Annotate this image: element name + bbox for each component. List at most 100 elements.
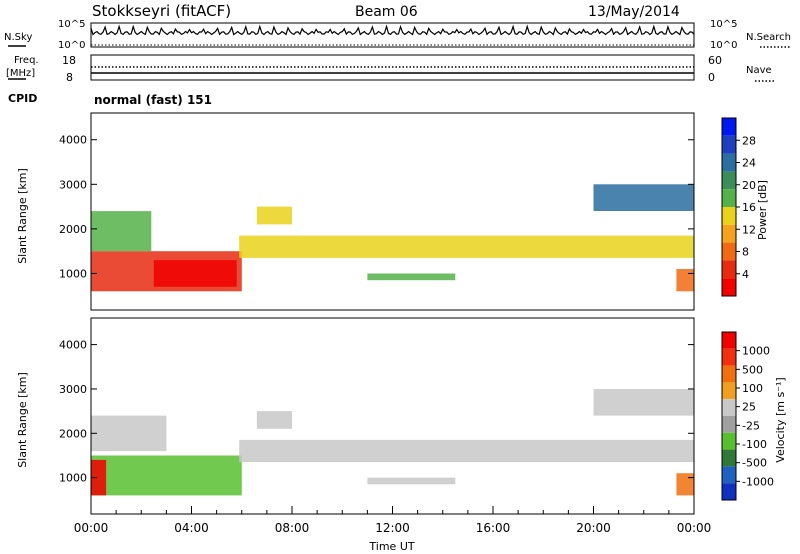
velocity-echo-band — [91, 459, 107, 496]
power-colorbar-tick-label: 16 — [742, 201, 756, 214]
velocity-echo-band — [256, 411, 292, 429]
power-colorbar-cell — [722, 224, 736, 243]
power-heatmap — [91, 184, 694, 292]
velocity-ytick-label: 2000 — [59, 427, 87, 440]
power-y-axis: 4000 3000 2000 1000 — [59, 134, 694, 280]
velocity-colorbar-cell — [722, 483, 736, 500]
beam-title: Beam 06 — [355, 4, 418, 20]
power-colorbar-cell — [722, 171, 736, 190]
time-tick-label: 08:00 — [275, 521, 310, 535]
power-colorbar-cell — [722, 242, 736, 261]
velocity-echo-band — [239, 439, 694, 463]
date-title: 13/May/2014 — [588, 4, 680, 20]
power-colorbar-cell — [722, 260, 736, 279]
velocity-ytick-label: 1000 — [59, 472, 87, 485]
power-colorbar-tick-label: 28 — [742, 134, 756, 147]
power-ytick-label: 2000 — [59, 223, 87, 236]
velocity-heatmap — [91, 389, 694, 496]
nsky-tick-top: 10^5 — [58, 19, 85, 30]
power-echo-band — [593, 184, 694, 211]
power-colorbar-tick-label: 12 — [742, 223, 756, 236]
freq-label: Freq. — [14, 55, 39, 66]
freq-tick-top: 18 — [62, 54, 76, 67]
power-colorbar-label: Power [dB] — [756, 180, 769, 240]
velocity-colorbar-cell — [722, 416, 736, 433]
velocity-colorbar-cell — [722, 348, 736, 366]
time-tick-label: 16:00 — [476, 521, 511, 535]
velocity-echo-band — [91, 455, 242, 496]
time-tick-label: 00:00 — [74, 521, 109, 535]
time-tick-label: 12:00 — [375, 521, 410, 535]
velocity-colorbar-cell — [722, 432, 736, 450]
velocity-colorbar-cell — [722, 382, 736, 400]
velocity-colorbar-tick-label: 1000 — [742, 345, 770, 358]
time-x-axis: 00:00 04:00 08:00 12:00 16:00 20:00 00:00 — [74, 506, 712, 535]
nsky-label: N.Sky — [4, 32, 32, 43]
time-tick-label: 00:00 — [677, 521, 712, 535]
nsky-series-line — [90, 24, 695, 36]
power-colorbar-cell — [722, 278, 736, 296]
velocity-colorbar-label: Velocity [m s⁻¹] — [774, 377, 787, 462]
nave-tick-bottom: 0 — [708, 71, 715, 84]
power-colorbar-tick-label: 20 — [742, 179, 756, 192]
velocity-echo-band — [676, 473, 694, 496]
velocity-colorbar-tick-label: -1000 — [742, 475, 774, 488]
power-colorbar-tick-label: 24 — [742, 157, 756, 170]
nave-tick-top: 60 — [708, 54, 722, 67]
nsearch-label: N.Search — [746, 32, 791, 43]
power-colorbar-cell — [722, 135, 736, 154]
nsky-trace — [90, 24, 695, 46]
velocity-ytick-label: 4000 — [59, 339, 87, 352]
power-ytick-label: 1000 — [59, 267, 87, 280]
freq-unit-label: [MHz] — [6, 68, 35, 79]
power-colorbar-cell — [722, 153, 736, 172]
cpid-value: normal (fast) 151 — [94, 93, 212, 107]
nsearch-tick-bottom: 10^0 — [710, 40, 737, 51]
station-title: Stokkseyri (fitACF) — [92, 2, 231, 20]
velocity-echo-band — [367, 477, 456, 485]
nave-label: Nave — [746, 65, 772, 76]
power-colorbar-tick-label: 4 — [742, 268, 749, 281]
nsearch-tick-top: 10^5 — [710, 19, 737, 30]
power-colorbar-cell — [722, 189, 736, 207]
velocity-ylabel: Slant Range [km] — [16, 372, 29, 468]
velocity-colorbar-tick-label: 100 — [742, 382, 763, 395]
velocity-colorbar-cell — [722, 466, 736, 484]
power-echo-band — [153, 260, 237, 287]
freq-tick-bottom: 8 — [66, 71, 73, 84]
power-colorbar-cell — [722, 207, 736, 225]
power-echo-band — [239, 235, 694, 258]
nsky-panel-frame — [90, 22, 695, 48]
power-echo-band — [676, 269, 694, 292]
power-echo-band — [91, 211, 152, 252]
velocity-echo-band — [91, 415, 167, 452]
power-ylabel: Slant Range [km] — [16, 168, 29, 264]
velocity-colorbar-cell — [722, 449, 736, 467]
velocity-ytick-label: 3000 — [59, 383, 87, 396]
velocity-colorbar-tick-label: -100 — [742, 438, 767, 451]
power-ytick-label: 4000 — [59, 134, 87, 147]
velocity-colorbar: 1000 500 100 25 -25 -100 -500 -1000 — [721, 331, 774, 501]
velocity-colorbar-tick-label: -25 — [742, 419, 760, 432]
velocity-colorbar-cell — [722, 399, 736, 416]
power-colorbar: 28 24 20 16 12 8 4 — [721, 117, 756, 297]
nsky-tick-bottom: 10^0 — [58, 40, 85, 51]
time-xlabel: Time UT — [368, 540, 414, 553]
velocity-colorbar-cell — [722, 365, 736, 383]
power-echo-band — [256, 206, 292, 225]
velocity-colorbar-tick-label: 500 — [742, 363, 763, 376]
velocity-colorbar-tick-label: 25 — [742, 401, 756, 414]
cpid-label: CPID — [8, 92, 37, 105]
power-colorbar-tick-label: 8 — [742, 246, 749, 259]
velocity-colorbar-cell — [722, 332, 736, 349]
velocity-colorbar-tick-label: -500 — [742, 457, 767, 470]
velocity-colorbar-frame — [721, 331, 737, 501]
time-tick-label: 04:00 — [174, 521, 209, 535]
velocity-y-axis: 4000 3000 2000 1000 — [59, 339, 694, 485]
power-panel-frame — [90, 112, 695, 311]
power-colorbar-cell — [722, 118, 736, 136]
power-echo-band — [367, 273, 456, 281]
power-ytick-label: 3000 — [59, 178, 87, 191]
time-tick-label: 20:00 — [576, 521, 611, 535]
